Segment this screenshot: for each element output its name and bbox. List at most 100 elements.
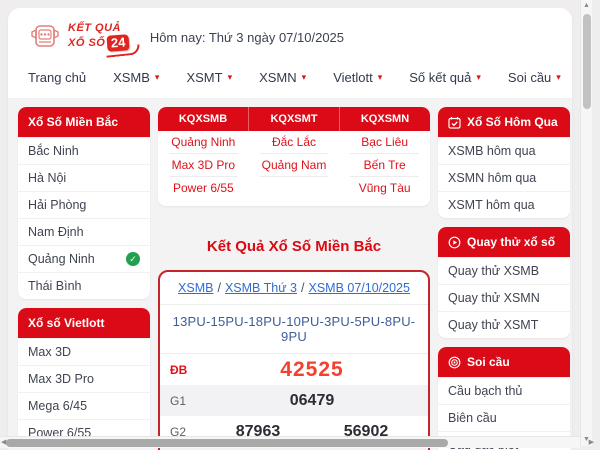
horizontal-scroll-thumb[interactable] xyxy=(6,439,448,447)
horizontal-scrollbar[interactable]: ◀ ▶ xyxy=(0,436,594,448)
left-sidebar: Xổ Số Miền Bắc Bắc Ninh Hà Nội Hải Phòng… xyxy=(18,107,150,450)
vertical-scrollbar[interactable]: ▲ ▼ xyxy=(580,0,592,446)
prize-value: 06479 xyxy=(289,391,335,409)
quick-tabs: KQXSMB KQXSMT KQXSMN xyxy=(158,107,430,131)
logo-text: KẾT QUẢ XỔ SỐ 24 xyxy=(68,22,141,58)
scroll-down-icon[interactable]: ▼ xyxy=(583,436,590,443)
chevron-down-icon: ▾ xyxy=(227,72,233,82)
page-title: Kết Quả Xổ Số Miền Bắc xyxy=(206,238,382,255)
logo-line1: KẾT QUẢ xyxy=(68,22,121,34)
nav-item-trang-chu[interactable]: Trang chủ xyxy=(28,70,87,85)
result-row-db: ĐB 42525 xyxy=(160,354,428,385)
chevron-down-icon: ▾ xyxy=(301,72,307,82)
breadcrumb-xsmb-thu3[interactable]: XSMB Thứ 3 xyxy=(224,281,298,295)
mien-bac-block: Xổ Số Miền Bắc Bắc Ninh Hà Nội Hải Phòng… xyxy=(18,107,150,299)
tab-kqxsmn[interactable]: KQXSMN xyxy=(339,107,430,131)
right-sidebar: Xổ Số Hôm Qua XSMB hôm qua XSMN hôm qua … xyxy=(438,107,570,450)
site-logo[interactable]: KẾT QUẢ XỔ SỐ 24 xyxy=(28,20,141,58)
vietlott-header[interactable]: Xổ số Vietlott xyxy=(18,308,150,338)
quick-results-card: KQXSMB KQXSMT KQXSMN Quảng Ninh Đắc Lắc … xyxy=(158,107,430,206)
sidebar-item-nam-dinh[interactable]: Nam Định xyxy=(18,218,150,245)
site-header: KẾT QUẢ XỔ SỐ 24 Hôm nay: Thứ 3 ngày 07/… xyxy=(8,8,572,58)
sidebar-item-thai-binh[interactable]: Thái Bình xyxy=(18,272,150,299)
tab-kqxsmt[interactable]: KQXSMT xyxy=(248,107,339,131)
sidebar-item-hai-phong[interactable]: Hải Phòng xyxy=(18,191,150,218)
sidebar-item-cau-bach-thu[interactable]: Cầu bạch thủ xyxy=(438,377,570,404)
quick-link-vung-tau[interactable]: Vũng Tàu xyxy=(358,181,411,195)
chevron-down-icon: ▾ xyxy=(556,72,561,82)
main-column: KQXSMB KQXSMT KQXSMN Quảng Ninh Đắc Lắc … xyxy=(158,107,430,450)
prize-value: 42525 xyxy=(280,357,344,381)
breadcrumb-xsmb[interactable]: XSMB xyxy=(178,281,214,295)
prize-value: 87963 xyxy=(235,422,281,440)
results-panel: XSMB / XSMB Thứ 3/XSMB 07/10/2025 13PU-15P… xyxy=(158,270,430,450)
sidebar-item-mega-6-45[interactable]: Mega 6/45 xyxy=(18,392,150,419)
tab-kqxsmb[interactable]: KQXSMB xyxy=(178,113,228,125)
calendar-icon xyxy=(448,116,461,129)
quick-link-quang-nam[interactable]: Quảng Nam xyxy=(249,154,340,177)
breadcrumb: XSMB / XSMB Thứ 3/XSMB 07/10/2025 xyxy=(160,272,428,305)
quay-thu-header[interactable]: Quay thử xổ số xyxy=(438,227,570,257)
prize-value: 56902 xyxy=(343,422,389,440)
sidebar-item-quay-thu-xsmt[interactable]: Quay thử XSMT xyxy=(438,311,570,338)
nav-item-xsmb[interactable]: XSMB ▾ xyxy=(113,70,160,85)
hom-qua-block: Xổ Số Hôm Qua XSMB hôm qua XSMN hôm qua … xyxy=(438,107,570,218)
sidebar-item-bien-cau[interactable]: Biên cầu xyxy=(438,404,570,431)
result-row-g2: G2 87963 56902 xyxy=(160,416,428,447)
sidebar-item-max-3d-pro[interactable]: Max 3D Pro xyxy=(18,365,150,392)
ticket-codes: 13PU-15PU-18PU-10PU-3PU-5PU-8PU-9PU xyxy=(160,305,428,354)
quick-link-quang-ninh[interactable]: Quảng Ninh xyxy=(158,131,249,154)
prize-label: G2 xyxy=(170,424,187,439)
nav-item-soi-cau[interactable]: Soi cầu ▾ xyxy=(507,70,561,85)
soi-cau-header[interactable]: Soi cầu xyxy=(438,347,570,377)
lottery-machine-icon xyxy=(31,25,59,47)
page-card: KẾT QUẢ XỔ SỐ 24 Hôm nay: Thứ 3 ngày 07/… xyxy=(8,8,572,450)
scroll-up-icon[interactable]: ▲ xyxy=(583,2,590,9)
quay-thu-block: Quay thử xổ số Quay thử XSMB Quay thử XS… xyxy=(438,227,570,338)
chevron-down-icon: ▾ xyxy=(476,72,481,82)
sidebar-item-ha-noi[interactable]: Hà Nội xyxy=(18,164,150,191)
quick-link-dac-lac[interactable]: Đắc Lắc xyxy=(249,131,340,154)
nav-item-xsmt[interactable]: XSMT ▾ xyxy=(186,70,233,85)
mien-bac-header[interactable]: Xổ Số Miền Bắc xyxy=(18,107,150,137)
content-area: Xổ Số Miền Bắc Bắc Ninh Hà Nội Hải Phòng… xyxy=(8,99,572,450)
prize-label: G1 xyxy=(170,393,187,408)
result-row-g1: G1 06479 xyxy=(160,385,428,416)
sidebar-item-xsmn-hom-qua[interactable]: XSMN hôm qua xyxy=(438,164,570,191)
sidebar-item-quay-thu-xsmb[interactable]: Quay thử XSMB xyxy=(438,257,570,284)
sidebar-item-quay-thu-xsmn[interactable]: Quay thử XSMN xyxy=(438,284,570,311)
nav-item-vietlott[interactable]: Vietlott ▾ xyxy=(333,70,383,85)
chevron-down-icon: ▾ xyxy=(154,72,160,82)
sidebar-item-quang-ninh[interactable]: Quảng Ninh ✓ xyxy=(18,245,150,272)
sidebar-item-bac-ninh[interactable]: Bắc Ninh xyxy=(18,137,150,164)
logo-swoosh xyxy=(105,44,141,58)
result-row-g3: G3 79953 16815 17284 xyxy=(160,447,428,450)
quick-link-bac-lieu[interactable]: Bạc Liêu xyxy=(339,131,430,154)
sidebar-item-xsmt-hom-qua[interactable]: XSMT hôm qua xyxy=(438,191,570,218)
quick-link-power-6-55[interactable]: Power 6/55 xyxy=(172,181,234,195)
quick-links-grid: Quảng Ninh Đắc Lắc Bạc Liêu Max 3D Pro Q… xyxy=(158,131,430,200)
soi-cau-block: Soi cầu Cầu bạch thủ Biên cầu Cầu đặc bi… xyxy=(438,347,570,450)
breadcrumb-separator: / xyxy=(217,281,221,295)
nav-item-xsmn[interactable]: XSMN ▾ xyxy=(259,70,307,85)
prize-label: ĐB xyxy=(170,362,188,377)
chevron-down-icon: ▾ xyxy=(377,72,383,82)
sidebar-item-max-3d[interactable]: Max 3D xyxy=(18,338,150,365)
main-nav: Trang chủ XSMB ▾ XSMT ▾ XSMN ▾ Vietlott ▾ Số… xyxy=(8,58,572,99)
today-date: Hôm nay: Thứ 3 ngày 07/10/2025 xyxy=(149,29,345,45)
sidebar-item-xsmb-hom-qua[interactable]: XSMB hôm qua xyxy=(438,137,570,164)
vietlott-block: Xổ số Vietlott Max 3D Max 3D Pro Mega 6/… xyxy=(18,308,150,446)
target-icon xyxy=(448,356,461,368)
quick-link-ben-tre[interactable]: Bến Tre xyxy=(339,154,430,177)
logo-line2: XỔ SỐ xyxy=(68,36,106,49)
scroll-right-icon[interactable]: ▶ xyxy=(588,439,594,446)
vertical-scroll-thumb[interactable] xyxy=(583,14,591,109)
hom-qua-header[interactable]: Xổ Số Hôm Qua xyxy=(438,107,570,137)
quick-link-empty xyxy=(249,177,340,200)
quick-link-max-3d-pro[interactable]: Max 3D Pro xyxy=(158,154,249,177)
breadcrumb-separator: / xyxy=(301,281,305,295)
breadcrumb-xsmb-date[interactable]: XSMB 07/10/2025 xyxy=(308,281,410,295)
check-circle-icon: ✓ xyxy=(126,252,140,266)
nav-item-so-ket-qua[interactable]: Số kết quả ▾ xyxy=(409,70,481,85)
scroll-left-icon[interactable]: ◀ xyxy=(1,439,7,446)
